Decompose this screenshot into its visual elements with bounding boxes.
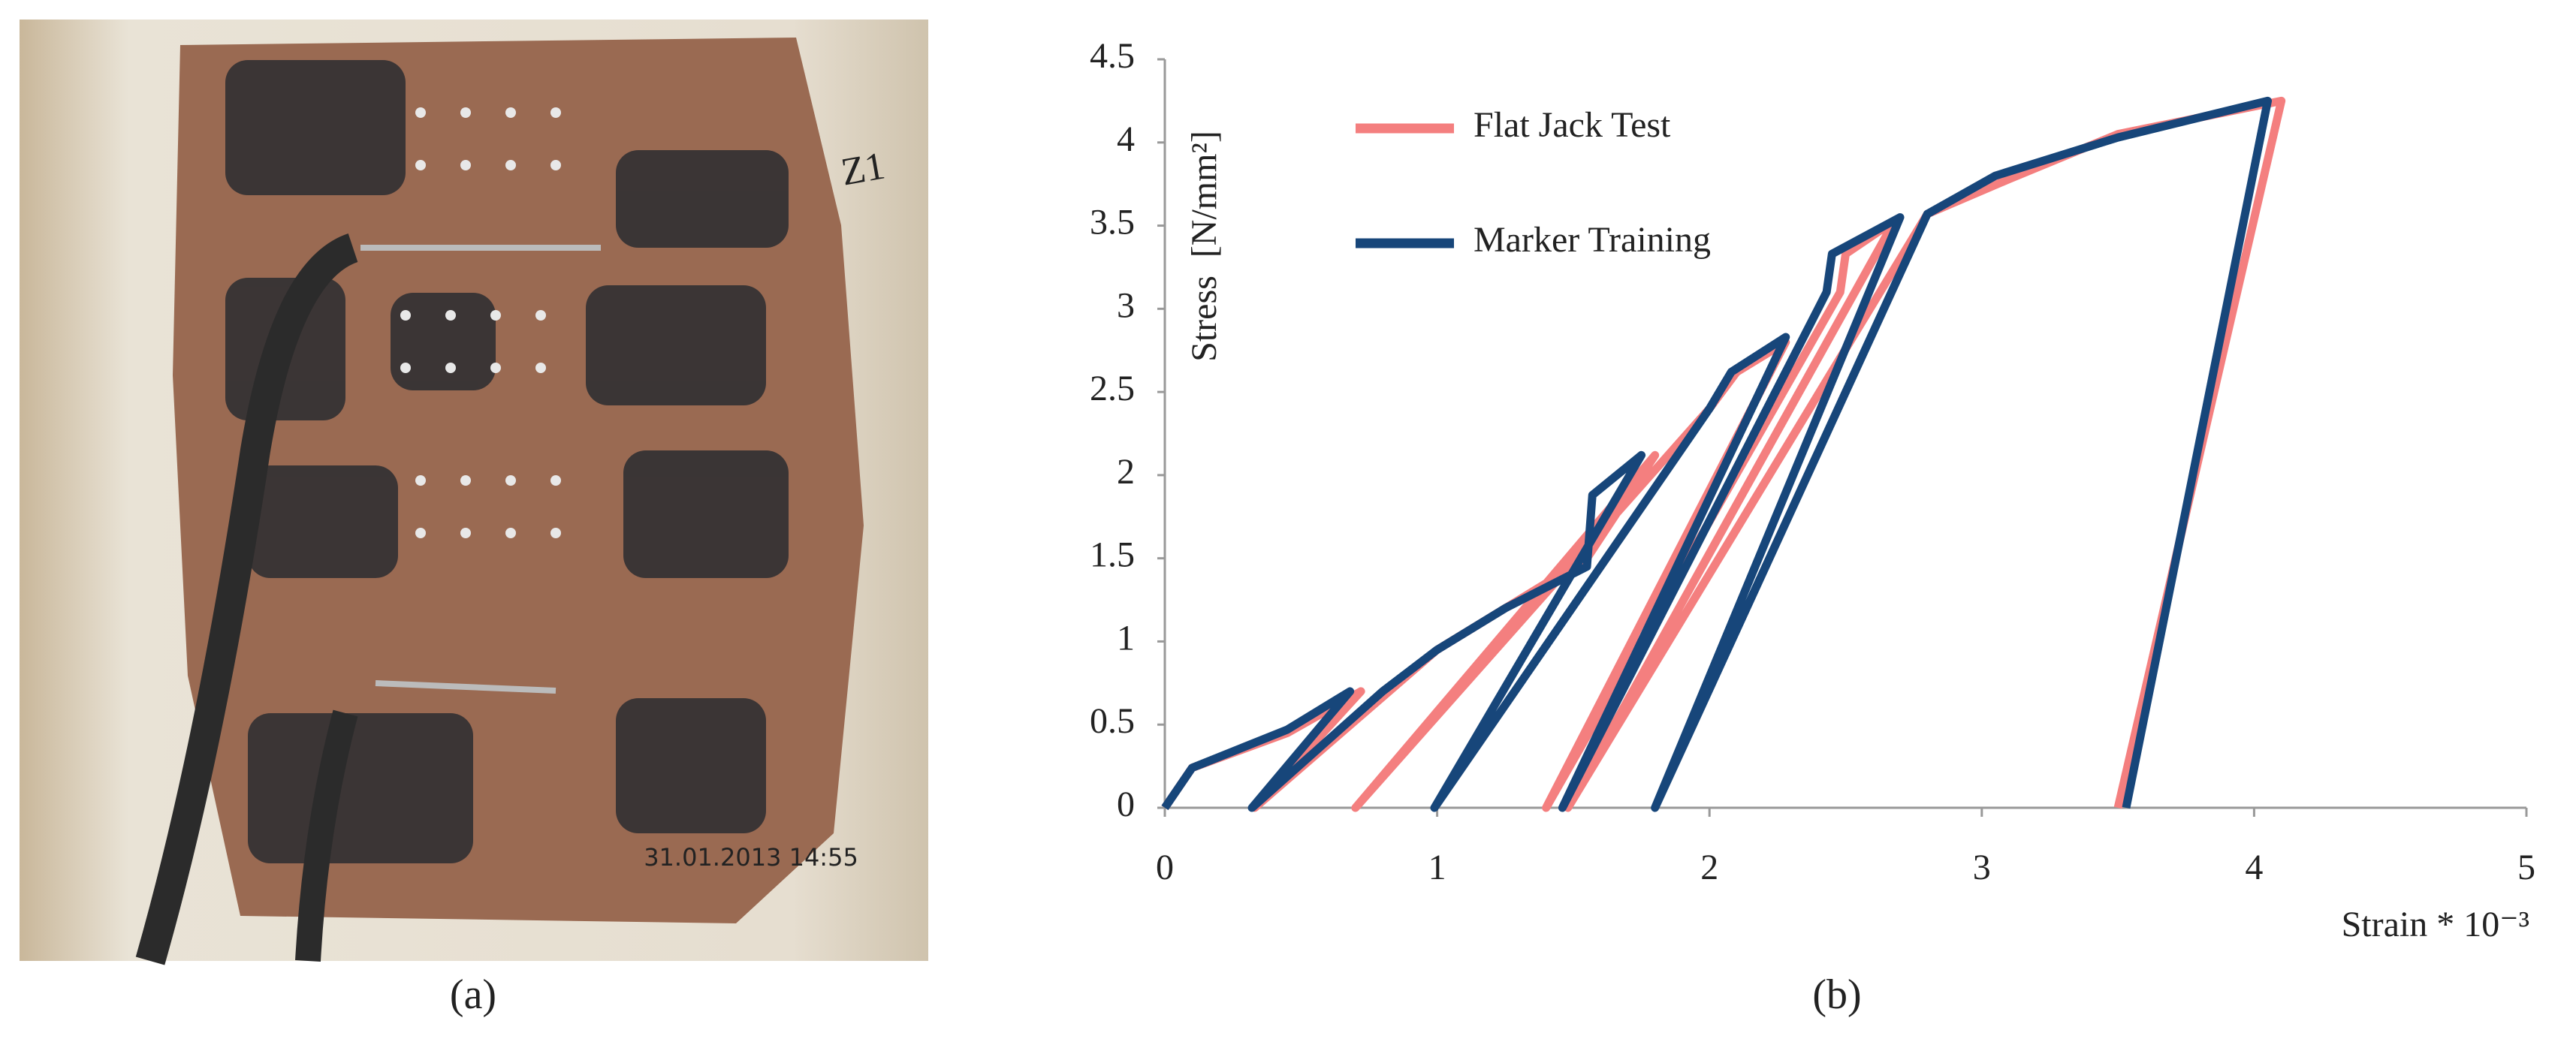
hose bbox=[295, 709, 358, 962]
y-tick-label: 3.5 bbox=[1090, 203, 1135, 242]
y-tick-label: 4 bbox=[1117, 119, 1135, 159]
x-tick-label: 1 bbox=[1428, 848, 1446, 887]
legend-label: Marker Training bbox=[1474, 220, 1711, 260]
x-tick-label: 0 bbox=[1156, 848, 1174, 887]
marker-grid bbox=[400, 107, 561, 538]
y-tick-label: 1.5 bbox=[1090, 535, 1135, 575]
legend-label: Flat Jack Test bbox=[1474, 105, 1671, 145]
wall-mark: Z1 bbox=[838, 144, 888, 194]
y-axis-label: Stress [N/mm²] bbox=[1184, 131, 1224, 362]
series-line bbox=[1161, 96, 2273, 812]
y-tick-label: 4.5 bbox=[1090, 36, 1135, 76]
rod bbox=[375, 680, 557, 694]
timestamp: 31.01.2013 14:55 bbox=[644, 843, 858, 872]
y-tick-label: 0 bbox=[1117, 785, 1135, 824]
y-tick-label: 2.5 bbox=[1090, 369, 1135, 408]
y-tick-label: 0.5 bbox=[1090, 701, 1135, 741]
x-tick-label: 5 bbox=[2517, 848, 2535, 887]
y-tick-label: 3 bbox=[1117, 285, 1135, 325]
y-tick-label: 2 bbox=[1117, 452, 1135, 492]
x-tick-label: 3 bbox=[1973, 848, 1991, 887]
x-tick-label: 2 bbox=[1700, 848, 1718, 887]
x-tick-label: 4 bbox=[2245, 848, 2263, 887]
hose bbox=[135, 233, 359, 965]
x-axis-label: Strain * 10⁻³ bbox=[2342, 905, 2529, 944]
caption: (b) bbox=[1812, 971, 1861, 1018]
dark-bricks bbox=[225, 60, 789, 863]
caption: (a) bbox=[450, 971, 496, 1018]
y-tick-label: 1 bbox=[1117, 618, 1135, 658]
photo: Z1 31.01.2013 14:55 (a) bbox=[20, 20, 928, 1018]
